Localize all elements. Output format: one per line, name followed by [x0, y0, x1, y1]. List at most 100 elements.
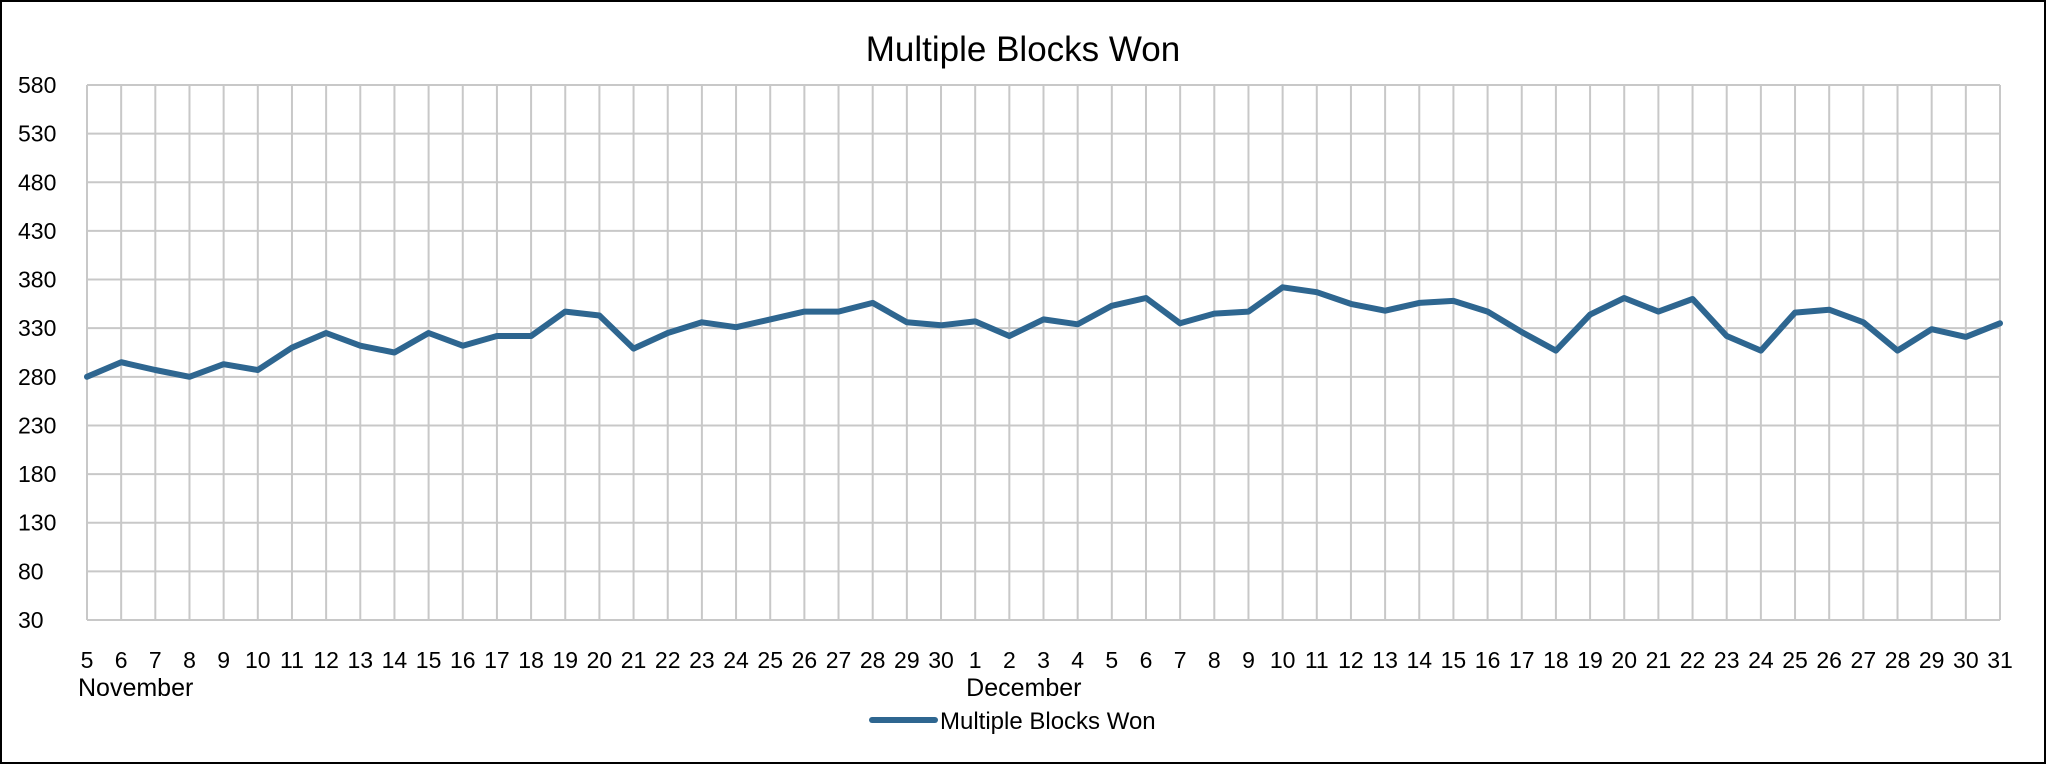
data-point — [665, 330, 671, 336]
y-tick-label: 530 — [18, 121, 56, 147]
x-tick-label: 21 — [1646, 647, 1672, 673]
data-point — [596, 313, 602, 319]
data-point — [836, 309, 842, 315]
grid — [86, 84, 2001, 621]
data-point — [460, 343, 466, 349]
data-point — [972, 318, 978, 324]
data-point — [1485, 309, 1491, 315]
data-point — [1143, 295, 1149, 301]
x-tick-label: 21 — [621, 647, 647, 673]
data-point — [938, 322, 944, 328]
x-tick-label: 28 — [1885, 647, 1911, 673]
y-tick-label: 480 — [18, 169, 56, 195]
x-tick-label: 31 — [1987, 647, 2013, 673]
data-point — [870, 300, 876, 306]
data-point — [1041, 316, 1046, 322]
data-point — [494, 333, 500, 339]
x-tick-label: 26 — [792, 647, 818, 673]
data-point — [1997, 320, 2003, 326]
legend-label: Multiple Blocks Won — [940, 708, 1156, 735]
x-tick-label: 20 — [587, 647, 613, 673]
x-tick-label: 1 — [969, 647, 982, 673]
x-tick-label: 16 — [450, 647, 476, 673]
data-point — [1690, 296, 1696, 302]
x-tick-label: 22 — [655, 647, 681, 673]
data-point — [1860, 319, 1866, 325]
data-point — [528, 333, 534, 339]
x-tick-label: 7 — [149, 647, 162, 673]
x-tick-label: 6 — [1140, 647, 1153, 673]
x-tick-label: 10 — [245, 647, 271, 673]
x-group-label: December — [966, 674, 1081, 702]
x-tick-label: 27 — [826, 647, 852, 673]
y-tick-label: 180 — [18, 461, 56, 487]
x-tick-label: 23 — [689, 647, 715, 673]
x-tick-label: 4 — [1071, 647, 1084, 673]
x-tick-label: 5 — [1105, 647, 1118, 673]
data-point — [1929, 326, 1935, 332]
y-tick-label: 30 — [18, 607, 44, 633]
x-tick-label: 16 — [1475, 647, 1501, 673]
data-point — [1587, 312, 1593, 318]
x-tick-label: 8 — [1208, 647, 1221, 673]
data-point — [1211, 311, 1217, 317]
data-point — [1895, 348, 1901, 354]
x-tick-label: 5 — [81, 647, 94, 673]
x-tick-label: 23 — [1714, 647, 1740, 673]
x-tick-label: 29 — [1919, 647, 1945, 673]
x-tick-label: 12 — [313, 647, 339, 673]
x-tick-label: 18 — [518, 647, 544, 673]
y-tick-label: 230 — [18, 412, 56, 438]
data-point — [1621, 295, 1627, 301]
data-point — [1382, 308, 1388, 314]
chart-title: Multiple Blocks Won — [866, 30, 1180, 69]
x-tick-label: 29 — [894, 647, 920, 673]
series-layer — [84, 284, 2003, 380]
y-tick-label: 380 — [18, 267, 56, 293]
data-point — [1416, 300, 1422, 306]
x-tick-label: 15 — [416, 647, 442, 673]
x-tick-label: 11 — [280, 647, 304, 673]
x-tick-label: 9 — [217, 647, 230, 673]
legend: Multiple Blocks Won — [869, 708, 1156, 735]
data-point — [186, 374, 192, 380]
x-tick-label: 24 — [1748, 647, 1774, 673]
data-point — [1963, 334, 1969, 340]
x-tick-label: 14 — [1406, 647, 1432, 673]
data-point — [1724, 333, 1730, 339]
x-tick-label: 25 — [1782, 647, 1808, 673]
x-tick-label: 8 — [183, 647, 196, 673]
data-point — [1348, 301, 1354, 307]
data-point — [152, 367, 158, 373]
data-point — [391, 350, 397, 355]
x-tick-label: 26 — [1816, 647, 1842, 673]
data-point — [767, 316, 773, 322]
data-point — [357, 343, 363, 349]
data-point — [904, 319, 910, 325]
x-tick-label: 7 — [1174, 647, 1187, 673]
data-point — [631, 346, 637, 352]
data-point — [289, 345, 295, 351]
data-point — [426, 330, 432, 336]
data-point — [255, 367, 261, 373]
data-point — [1792, 310, 1798, 316]
x-tick-label: 10 — [1270, 647, 1296, 673]
x-tick-label: 11 — [1305, 647, 1329, 673]
x-tick-label: 30 — [928, 647, 954, 673]
x-tick-label: 19 — [552, 647, 578, 673]
x-tick-label: 24 — [723, 647, 749, 673]
data-point — [1280, 284, 1286, 290]
x-tick-label: 12 — [1338, 647, 1364, 673]
data-point — [1245, 309, 1251, 315]
x-tick-label: 22 — [1680, 647, 1706, 673]
x-tick-label: 17 — [1509, 647, 1535, 673]
data-point — [1450, 298, 1456, 304]
data-point — [1519, 329, 1525, 335]
data-point — [562, 309, 568, 315]
x-tick-label: 27 — [1851, 647, 1877, 673]
x-group-label: November — [78, 674, 193, 702]
x-tick-label: 30 — [1953, 647, 1979, 673]
data-point — [1177, 320, 1183, 326]
